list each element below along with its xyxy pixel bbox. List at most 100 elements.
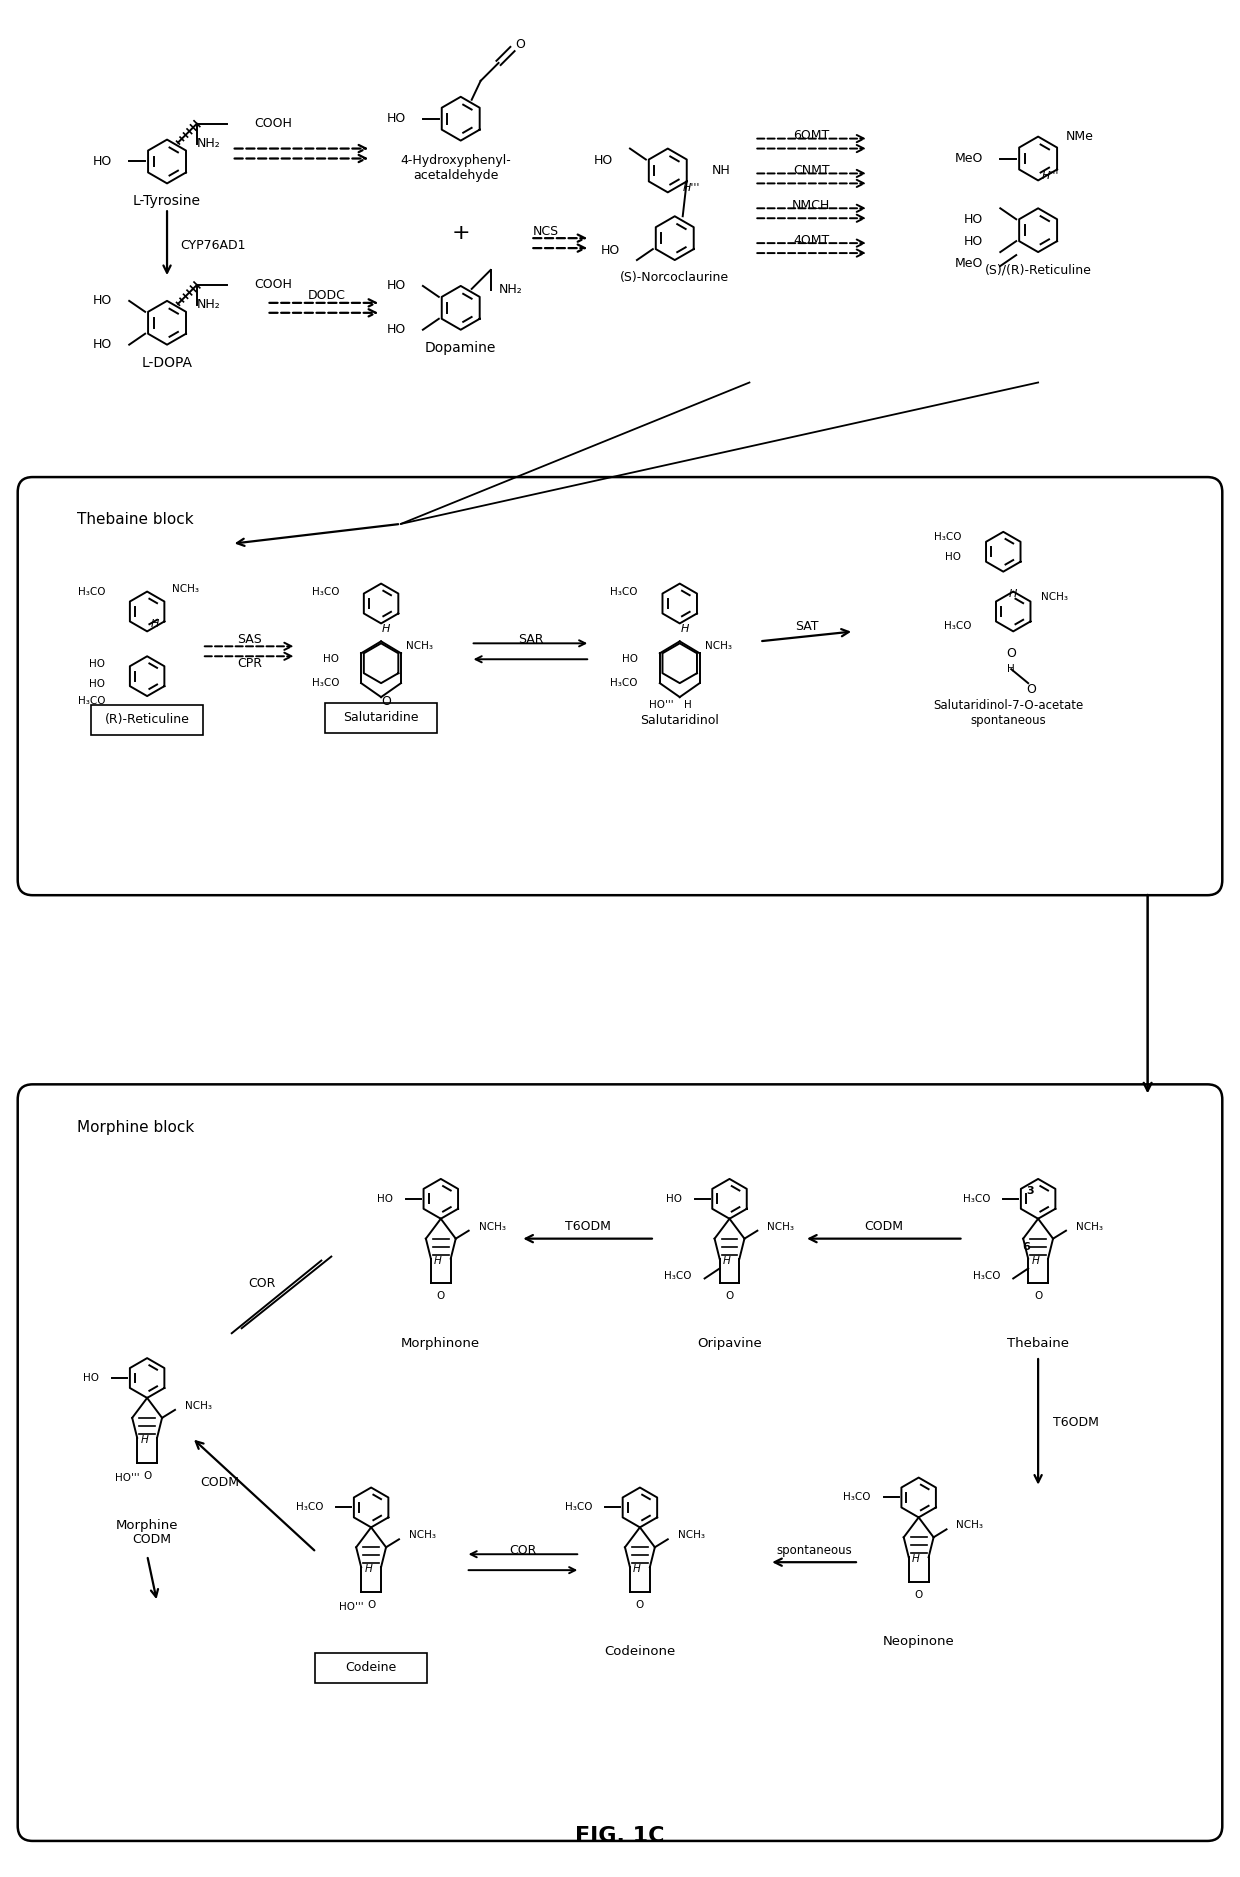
Text: Salutaridine: Salutaridine: [343, 711, 419, 725]
Text: HO: HO: [622, 655, 637, 664]
Text: HO: HO: [594, 154, 613, 167]
Text: HO: HO: [89, 659, 105, 670]
Text: L-Tyrosine: L-Tyrosine: [133, 195, 201, 208]
Text: COR: COR: [510, 1543, 537, 1556]
Text: HO: HO: [387, 323, 405, 336]
Text: Neopinone: Neopinone: [883, 1635, 955, 1648]
Text: NCH₃: NCH₃: [956, 1520, 983, 1530]
Text: HO: HO: [93, 295, 113, 308]
FancyBboxPatch shape: [92, 706, 203, 736]
Text: H: H: [151, 619, 159, 629]
Text: Codeine: Codeine: [346, 1661, 397, 1674]
Text: H: H: [140, 1434, 148, 1445]
Text: H₃CO: H₃CO: [296, 1502, 324, 1513]
Text: H: H: [1032, 1256, 1039, 1265]
Text: Salutaridinol-7-O-acetate: Salutaridinol-7-O-acetate: [934, 698, 1084, 711]
Text: H₃CO: H₃CO: [564, 1502, 593, 1513]
Text: Oripavine: Oripavine: [697, 1336, 761, 1350]
Text: Morphinone: Morphinone: [402, 1336, 480, 1350]
Text: H₃CO: H₃CO: [311, 586, 340, 597]
Text: NH: NH: [712, 163, 730, 176]
Text: NMCH: NMCH: [792, 199, 831, 212]
Text: HO: HO: [387, 113, 405, 126]
Text: O: O: [915, 1590, 923, 1599]
Text: Thebaine: Thebaine: [1007, 1336, 1069, 1350]
Text: SAT: SAT: [795, 619, 818, 633]
Text: COR: COR: [248, 1276, 275, 1289]
Text: O: O: [1034, 1291, 1043, 1301]
Text: H₃CO: H₃CO: [78, 696, 105, 706]
Text: H₃CO: H₃CO: [962, 1194, 991, 1203]
Text: HO: HO: [387, 280, 405, 293]
Text: HO: HO: [324, 655, 340, 664]
Text: H₃CO: H₃CO: [944, 621, 971, 631]
Text: H: H: [434, 1256, 441, 1265]
Text: NCH₃: NCH₃: [1042, 591, 1068, 601]
Text: NCH₃: NCH₃: [479, 1222, 506, 1231]
Text: HO: HO: [93, 338, 113, 351]
Text: COOH: COOH: [254, 116, 293, 130]
Text: MeO: MeO: [955, 152, 983, 165]
FancyBboxPatch shape: [17, 1085, 1223, 1841]
Text: NH₂: NH₂: [498, 283, 522, 297]
Text: spontaneous: spontaneous: [776, 1543, 852, 1556]
Text: NH₂: NH₂: [197, 298, 221, 312]
Text: Dopamine: Dopamine: [425, 340, 496, 355]
Text: HO: HO: [666, 1194, 682, 1203]
Text: HO''': HO''': [339, 1601, 363, 1612]
Text: H₃CO: H₃CO: [934, 531, 961, 542]
Text: HO''': HO''': [115, 1473, 140, 1483]
Text: H: H: [681, 625, 689, 634]
Text: L-DOPA: L-DOPA: [141, 355, 192, 370]
FancyBboxPatch shape: [315, 1654, 427, 1682]
Text: HO: HO: [965, 212, 983, 225]
Text: NCH₃: NCH₃: [704, 642, 732, 651]
Text: NCH₃: NCH₃: [1076, 1222, 1102, 1231]
Text: (R)-Reticuline: (R)-Reticuline: [104, 713, 190, 726]
Text: O: O: [436, 1291, 445, 1301]
Text: H₃CO: H₃CO: [665, 1271, 692, 1282]
Text: CODM: CODM: [201, 1475, 239, 1488]
Text: NCS: NCS: [532, 225, 558, 238]
FancyBboxPatch shape: [325, 704, 436, 732]
Text: NCH₃: NCH₃: [409, 1530, 436, 1541]
Text: O: O: [725, 1291, 734, 1301]
Text: CODM: CODM: [864, 1220, 903, 1233]
Text: 4OMT: 4OMT: [794, 233, 830, 246]
Text: HO: HO: [965, 235, 983, 248]
Text: Morphine: Morphine: [115, 1518, 179, 1532]
Text: T6ODM: T6ODM: [565, 1220, 611, 1233]
Text: CPR: CPR: [237, 657, 262, 670]
Text: H: H: [911, 1554, 920, 1564]
Text: H: H: [382, 625, 391, 634]
Text: HO: HO: [377, 1194, 393, 1203]
Text: Thebaine block: Thebaine block: [77, 512, 195, 527]
Text: O: O: [516, 38, 526, 51]
Text: HO: HO: [93, 156, 113, 169]
Text: H₃CO: H₃CO: [311, 678, 340, 689]
Text: NMe: NMe: [1066, 130, 1094, 143]
Text: O: O: [1007, 648, 1016, 661]
Text: spontaneous: spontaneous: [971, 715, 1047, 728]
Text: H: H: [365, 1564, 372, 1575]
Text: HO: HO: [600, 244, 620, 257]
Text: (S)-Norcoclaurine: (S)-Norcoclaurine: [620, 272, 729, 285]
Text: T6ODM: T6ODM: [1053, 1417, 1099, 1428]
Text: acetaldehyde: acetaldehyde: [413, 169, 498, 182]
Text: H₃CO: H₃CO: [610, 586, 637, 597]
Text: Morphine block: Morphine block: [77, 1121, 195, 1136]
Text: 6OMT: 6OMT: [794, 130, 830, 143]
Text: DODC: DODC: [308, 289, 345, 302]
Text: HO: HO: [83, 1372, 99, 1383]
Text: H: H: [683, 700, 692, 710]
Text: H₃CO: H₃CO: [78, 586, 105, 597]
Text: 6: 6: [1022, 1241, 1030, 1252]
Text: H: H: [634, 1564, 641, 1575]
Text: NCH₃: NCH₃: [185, 1400, 212, 1412]
Text: NCH₃: NCH₃: [768, 1222, 795, 1231]
Text: 3: 3: [1027, 1186, 1034, 1196]
Text: COOH: COOH: [254, 278, 293, 291]
Text: HO: HO: [945, 552, 961, 561]
Text: +: +: [451, 223, 470, 244]
Text: CNMT: CNMT: [792, 163, 830, 176]
